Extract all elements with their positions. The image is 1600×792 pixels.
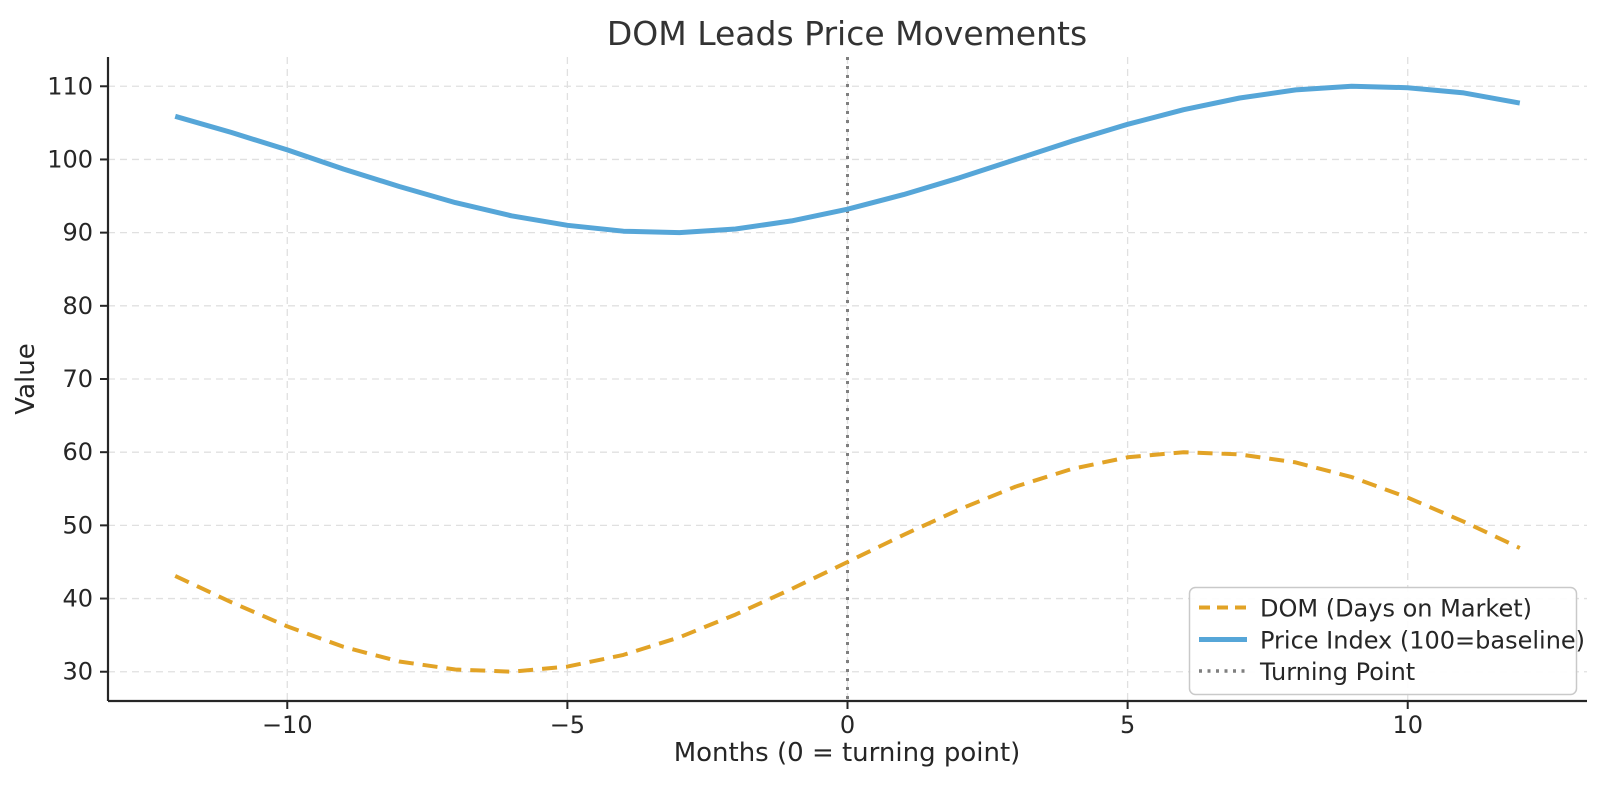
legend-label-turning-point: Turning Point — [1259, 658, 1415, 686]
series-line-1 — [174, 83, 1521, 236]
x-tick-label: −5 — [550, 711, 585, 739]
gridlines — [108, 57, 1587, 701]
y-tick-label: 90 — [62, 219, 93, 247]
legend: DOM (Days on Market) Price Index (100=ba… — [1188, 586, 1585, 696]
series-line-0 — [174, 450, 1521, 674]
y-tick-label: 30 — [62, 658, 93, 686]
y-tick-label: 50 — [62, 511, 93, 539]
x-tick-label: −10 — [262, 711, 313, 739]
legend-label-dom: DOM (Days on Market) — [1260, 595, 1532, 623]
legend-item-dom: DOM (Days on Market) — [1199, 595, 1532, 623]
y-tick-label: 80 — [62, 292, 93, 320]
y-tick-label: 110 — [47, 72, 93, 100]
y-tick-label: 40 — [62, 585, 93, 613]
legend-item-turning-point: Turning Point — [1199, 658, 1415, 686]
x-tick-label: 10 — [1392, 711, 1423, 739]
legend-box — [1188, 586, 1578, 696]
y-tick-label: 100 — [47, 145, 93, 173]
x-tick-label: 5 — [1120, 711, 1135, 739]
y-axis-label: Value — [11, 343, 41, 414]
axes: 30 40 50 60 70 80 90 100 110 −10 −5 0 5 10 — [47, 57, 1587, 739]
x-axis-label: Months (0 = turning point) — [674, 738, 1021, 768]
y-tick-label: 60 — [62, 438, 93, 466]
legend-item-price-index: Price Index (100=baseline) — [1199, 627, 1585, 655]
chart-title: DOM Leads Price Movements — [607, 14, 1087, 53]
y-tick-label: 70 — [62, 365, 93, 393]
x-tick-label: 0 — [840, 711, 855, 739]
legend-label-price-index: Price Index (100=baseline) — [1260, 627, 1585, 655]
series-lines — [174, 83, 1521, 674]
